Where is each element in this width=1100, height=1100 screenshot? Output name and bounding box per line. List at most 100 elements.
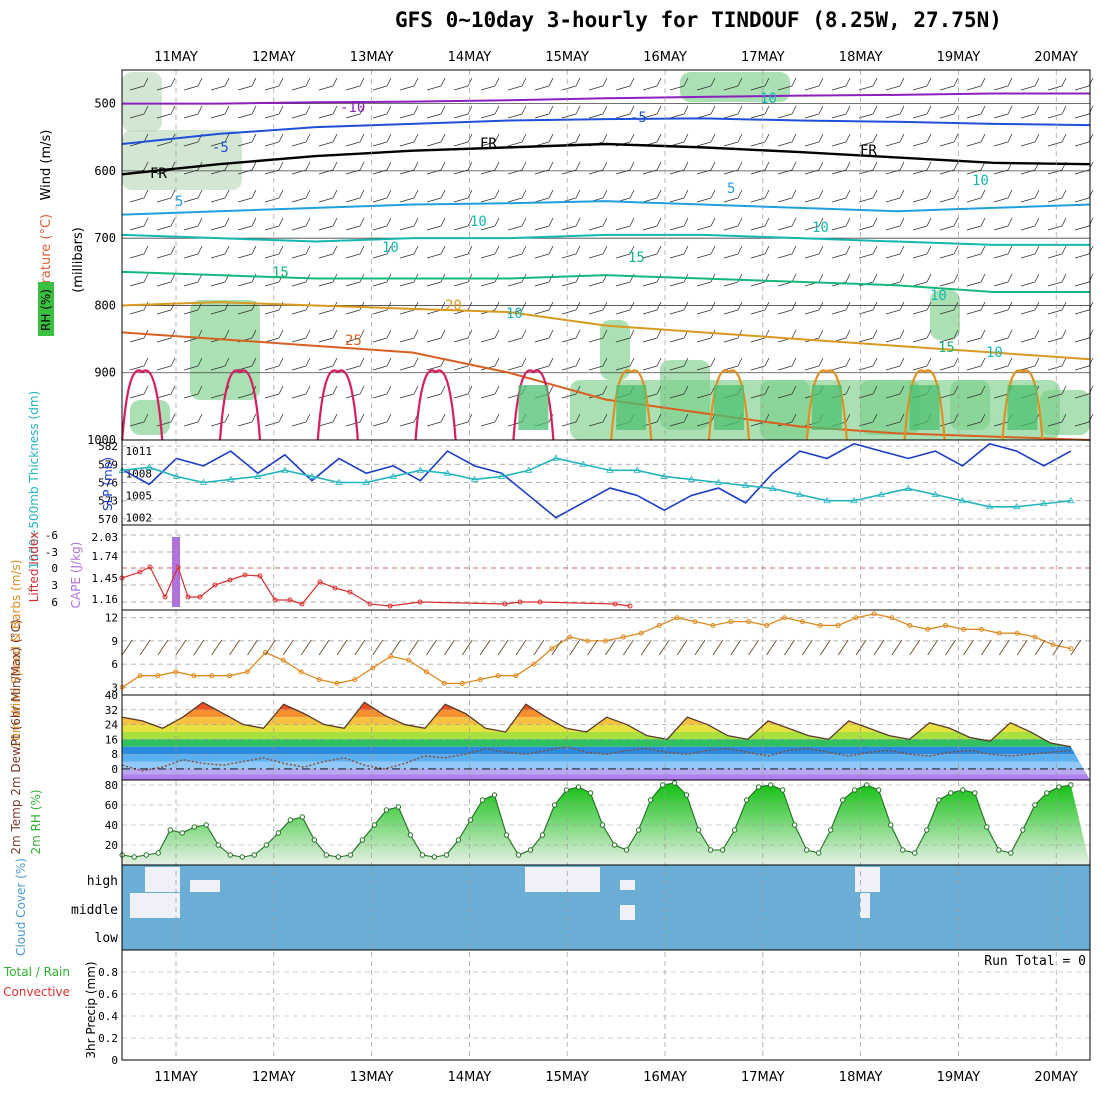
wind-speed-point	[406, 657, 412, 663]
wind-barb	[993, 337, 1009, 343]
thickness-tick: 573	[98, 495, 118, 508]
wind-speed-point	[602, 638, 608, 644]
rh-area	[122, 783, 1090, 865]
wind-barb	[1020, 281, 1036, 287]
wind-barb	[237, 421, 253, 427]
wind-barb	[129, 281, 145, 287]
lifted-index-point	[162, 594, 168, 600]
wind-barb	[683, 189, 689, 199]
wind-barb	[386, 217, 392, 227]
ylabel-units: (millibars)	[71, 227, 86, 293]
ylabel-lifted: Lifted Index	[27, 532, 41, 603]
lifted-index-point	[502, 601, 508, 607]
wind-barb	[791, 77, 797, 87]
wind-barb	[858, 85, 874, 91]
wind-barb	[831, 85, 847, 91]
wind-barb	[548, 245, 554, 255]
li-tick: 0	[51, 562, 58, 575]
wind-barb	[899, 245, 905, 255]
wind10-barb	[372, 639, 384, 656]
wind-barb	[413, 133, 419, 143]
contour-label: 10	[382, 240, 399, 256]
rh-point	[299, 814, 306, 820]
lifted-index-point	[137, 569, 143, 575]
wind-barb	[899, 301, 905, 311]
wind-barb	[129, 309, 145, 315]
wind-barb	[912, 169, 928, 175]
wind10-barb	[282, 639, 294, 656]
wind-barb	[588, 113, 604, 119]
wind-barb	[615, 281, 631, 287]
wind-barb	[993, 253, 1009, 259]
thickness-point	[308, 472, 316, 479]
wind-barb	[737, 217, 743, 227]
wind10-barb	[229, 639, 240, 656]
wind-barb	[629, 329, 635, 339]
wind-barb	[737, 189, 743, 199]
wind10-barb	[837, 639, 849, 656]
wind-speed-point	[567, 634, 573, 640]
wind-barb	[966, 197, 982, 203]
wind-barb	[1007, 77, 1013, 87]
wind-barb	[939, 253, 955, 259]
date-label-top: 20MAY	[1034, 50, 1078, 65]
rh-point	[347, 852, 354, 858]
cloud-row-label: low	[95, 931, 119, 946]
rh-point	[467, 817, 474, 823]
wind-barb	[359, 77, 365, 87]
thickness-point	[525, 466, 533, 473]
wind-barb	[588, 421, 604, 427]
wind-barb	[737, 357, 743, 367]
wind10-barb	[712, 639, 724, 656]
wind-speed-point	[459, 680, 465, 686]
wind-speed-point	[495, 673, 501, 679]
wind-barb	[656, 105, 662, 115]
wind-barb	[521, 245, 527, 255]
contour-label: 25	[345, 333, 362, 349]
rh-point	[1044, 790, 1050, 796]
wind-barb	[399, 421, 415, 427]
thickness-point	[714, 478, 723, 485]
wind-barb	[845, 385, 851, 395]
wind10-barb	[551, 639, 563, 656]
wind-barb	[1020, 85, 1036, 91]
lifted-index-point	[242, 572, 248, 578]
wind-barb	[183, 141, 199, 147]
wind-barb	[1007, 217, 1013, 227]
wind-barb	[629, 133, 635, 143]
wind-barb	[237, 85, 253, 91]
date-label-top: 17MAY	[741, 50, 785, 65]
wind-barb	[602, 329, 608, 339]
wind-barb	[872, 357, 878, 367]
wind-barb	[318, 393, 334, 399]
rh-point	[515, 852, 522, 858]
wind-barb	[953, 217, 959, 227]
wind-barb	[885, 393, 901, 399]
isotherm-15	[121, 270, 1090, 293]
wind-barb	[764, 77, 770, 87]
wind-barb	[453, 421, 469, 427]
wind10-barb	[479, 639, 491, 656]
wind-barb	[629, 245, 635, 255]
temp-band	[122, 754, 1090, 762]
wind-barb	[318, 421, 334, 427]
wind-speed-point	[907, 622, 913, 628]
rh-point	[191, 824, 197, 830]
contour-label: FR	[480, 136, 497, 152]
wind-barb	[291, 253, 307, 259]
wind-barb	[264, 421, 280, 427]
date-label-top: 16MAY	[643, 50, 687, 65]
wind-barb	[737, 77, 743, 87]
wind-barb	[899, 273, 905, 283]
wind-barb	[453, 337, 469, 343]
wind-speed-point	[925, 626, 931, 632]
wind-barb	[831, 309, 847, 315]
wind-barb	[359, 329, 365, 339]
wind-barb	[899, 161, 905, 171]
wind-barb	[710, 357, 716, 367]
thickness-point	[931, 490, 940, 498]
rh-point	[1008, 850, 1014, 856]
wind-barb	[561, 281, 577, 287]
wind-barb	[899, 329, 905, 339]
wind-barb	[885, 85, 901, 91]
